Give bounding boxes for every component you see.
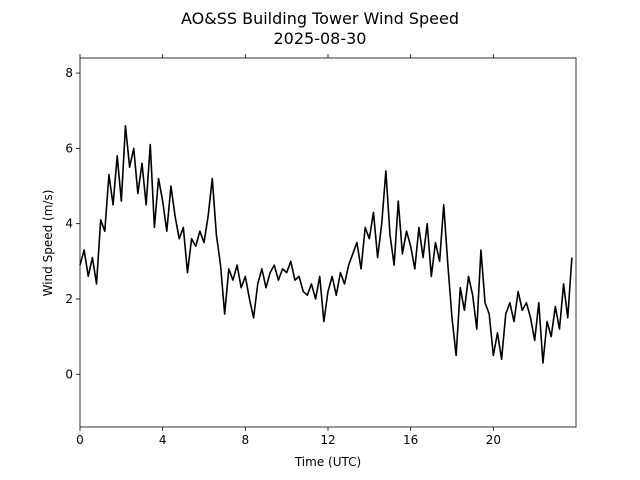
x-tick-label: 16 <box>403 433 418 447</box>
y-tick-label: 0 <box>65 367 73 381</box>
y-tick-label: 4 <box>65 217 73 231</box>
chart-title: AO&SS Building Tower Wind Speed <box>181 9 459 28</box>
x-tick-label: 20 <box>486 433 501 447</box>
y-tick-label: 2 <box>65 292 73 306</box>
y-tick-label: 8 <box>65 66 73 80</box>
x-tick-label: 8 <box>242 433 250 447</box>
x-tick-label: 0 <box>76 433 84 447</box>
data-line <box>79 124 573 364</box>
x-axis-label: Time (UTC) <box>294 455 361 469</box>
plot-frame <box>79 57 577 428</box>
x-tick-label: 12 <box>320 433 335 447</box>
chart-subtitle: 2025-08-30 <box>274 29 367 48</box>
x-tick-label: 4 <box>159 433 167 447</box>
y-axis-label: Wind Speed (m/s) <box>41 190 55 297</box>
y-tick-label: 6 <box>65 141 73 155</box>
